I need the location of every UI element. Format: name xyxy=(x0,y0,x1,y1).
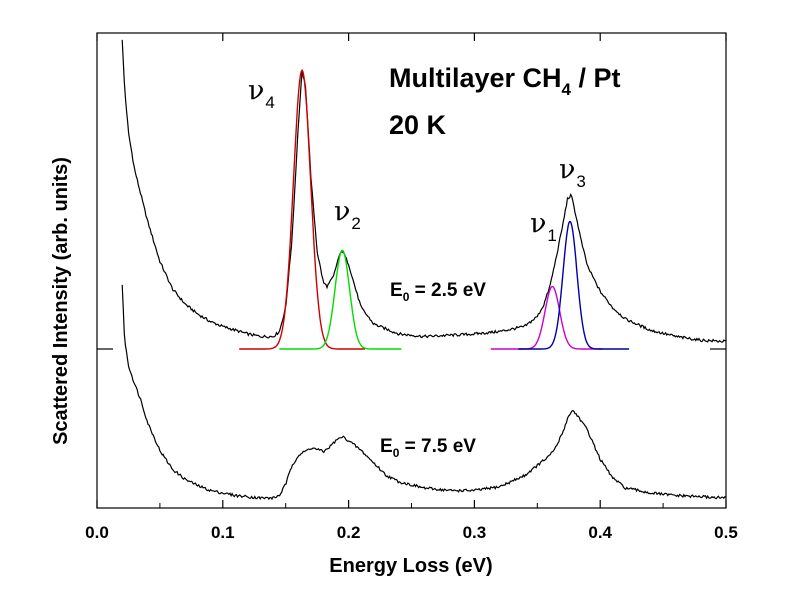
x-tick-label-2: 0.2 xyxy=(337,523,361,542)
spectrum-label-lower-rest: = 7.5 eV xyxy=(399,436,476,457)
peak-label-nu3: ν3 xyxy=(559,154,586,191)
spectrum-label-upper-rest: = 2.5 eV xyxy=(409,280,486,301)
x-axis-ticks xyxy=(96,33,727,508)
peak-labels: ν4 ν2 ν1 ν3 xyxy=(248,75,586,245)
spectrum-label-upper-main: E xyxy=(390,280,403,301)
x-tick-label-1: 0.1 xyxy=(211,523,235,542)
peak-label-nu2: ν2 xyxy=(334,196,361,233)
peak-label-nu2-symbol: ν xyxy=(334,196,350,227)
spectrum-label-upper: E0 = 2.5 eV xyxy=(390,280,486,304)
x-tick-label-5: 0.5 xyxy=(714,523,738,542)
spectrum-label-lower-main: E xyxy=(380,436,393,457)
spectrum-line-upper xyxy=(121,39,727,343)
fit-peak-nu2 xyxy=(279,249,402,350)
peak-label-nu4: ν4 xyxy=(248,75,275,112)
spectra xyxy=(121,39,727,501)
x-tick-label-3: 0.3 xyxy=(463,523,487,542)
title-rest: / Pt xyxy=(571,63,621,93)
peak-label-nu2-sub: 2 xyxy=(351,214,360,233)
fit-peaks xyxy=(239,69,630,350)
peak-label-nu4-sub: 4 xyxy=(265,93,274,112)
fit-peak-nu3 xyxy=(518,220,630,350)
peak-label-nu1: ν1 xyxy=(530,208,557,245)
y-axis-label: Scattered Intensity (arb. units) xyxy=(50,157,72,445)
x-tick-label-0: 0.0 xyxy=(85,523,109,542)
spectrum-line-lower xyxy=(121,284,727,501)
spectrum-label-lower-sub: 0 xyxy=(393,446,400,460)
chart-title-line2: 20 K xyxy=(389,110,447,140)
peak-label-nu1-sub: 1 xyxy=(547,226,556,245)
x-axis-tick-labels: 0.0 0.1 0.2 0.3 0.4 0.5 xyxy=(85,523,738,542)
chart-title-line1: Multilayer CH4 / Pt xyxy=(389,63,621,99)
title-main: Multilayer CH xyxy=(389,63,562,93)
peak-label-nu4-symbol: ν xyxy=(248,75,264,106)
peak-label-nu3-sub: 3 xyxy=(576,172,585,191)
x-axis-label: Energy Loss (eV) xyxy=(329,555,492,577)
peak-label-nu1-symbol: ν xyxy=(530,208,546,239)
spectrum-label-upper-sub: 0 xyxy=(403,290,410,304)
fit-peak-nu4 xyxy=(239,69,365,350)
fit-peak-nu1 xyxy=(490,285,603,350)
title-subscript: 4 xyxy=(562,80,572,99)
peak-label-nu3-symbol: ν xyxy=(559,154,575,185)
spectrum-label-lower: E0 = 7.5 eV xyxy=(380,436,476,460)
x-tick-label-4: 0.4 xyxy=(588,523,612,542)
